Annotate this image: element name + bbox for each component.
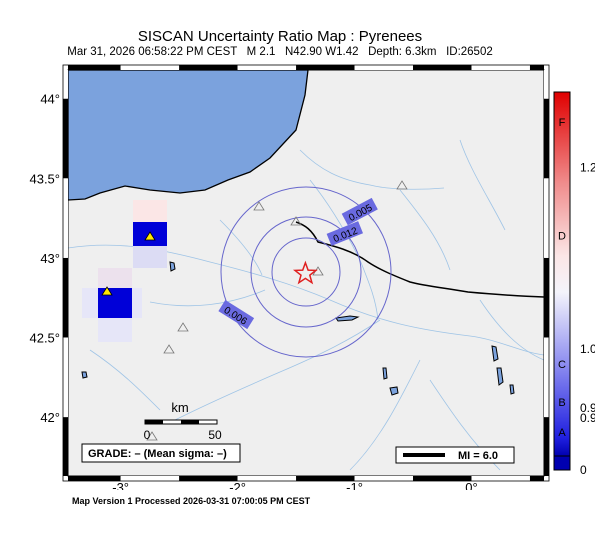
frame-tick bbox=[354, 476, 414, 481]
latitude-label: 42.5° bbox=[29, 330, 60, 345]
frame-tick bbox=[544, 98, 549, 179]
latitude-label: 44° bbox=[40, 92, 60, 107]
frame-tick bbox=[296, 476, 355, 481]
frame-tick bbox=[179, 476, 238, 481]
color-scale: F D C B A 1.2 1.0 0.9 0.9 0 bbox=[553, 91, 595, 477]
frame-tick bbox=[63, 417, 68, 476]
frame-tick bbox=[544, 178, 549, 258]
frame-tick bbox=[544, 337, 549, 418]
bay-of-biscay-ocean bbox=[68, 70, 309, 201]
scale-unit-label: km bbox=[171, 400, 188, 415]
station-triangle-icon bbox=[396, 180, 408, 190]
map-version-footer: Map Version 1 Processed 2026-03-31 07:00… bbox=[72, 496, 311, 506]
contour-label-box bbox=[341, 197, 378, 226]
latitude-labels: 44° 43.5° 43° 42.5° 42° bbox=[29, 92, 60, 425]
scale-bar: km 0 50 bbox=[144, 400, 222, 442]
frame-tick bbox=[354, 65, 414, 70]
grade-letter: A bbox=[558, 427, 566, 439]
station-triangle-icon bbox=[101, 286, 113, 296]
frame-tick bbox=[529, 65, 544, 70]
map-frame-ticks bbox=[62, 64, 550, 482]
color-scale-value: 1.0 bbox=[580, 342, 595, 356]
color-scale-value: 0.9 bbox=[580, 411, 595, 425]
frame-tick bbox=[63, 98, 68, 179]
epicenter-star-icon bbox=[292, 260, 318, 285]
frame-tick bbox=[529, 476, 544, 481]
event-subtitle: Mar 31, 2026 06:58:22 PM CEST M 2.1 N42.… bbox=[67, 46, 493, 58]
color-scale-value: 0.9 bbox=[580, 401, 595, 415]
frame-tick bbox=[471, 476, 530, 481]
scale-label: 50 bbox=[208, 428, 222, 442]
station-triangle-icon bbox=[163, 344, 175, 354]
contour-labels: 0.005 0.012 0.006 bbox=[218, 197, 378, 330]
grade-letter: F bbox=[559, 117, 566, 129]
frame-tick bbox=[63, 178, 68, 258]
uncertainty-map: 0.005 0.012 0.006 44° 43.5 bbox=[29, 64, 595, 490]
latitude-label: 43° bbox=[40, 251, 60, 266]
station-triangle-icon bbox=[146, 431, 158, 441]
station-triangle-icon bbox=[177, 322, 189, 332]
uncertainty-grid bbox=[82, 200, 167, 342]
scale-label: 0 bbox=[144, 428, 151, 442]
station-triangle-icon bbox=[253, 201, 265, 211]
frame-tick bbox=[120, 65, 180, 70]
longitude-label: 0° bbox=[465, 480, 477, 490]
frame-tick bbox=[237, 65, 297, 70]
rivers bbox=[68, 139, 544, 471]
grade-letter: D bbox=[558, 231, 566, 243]
frame-tick bbox=[68, 476, 121, 481]
frame-tick bbox=[413, 476, 472, 481]
latitude-label: 43.5° bbox=[29, 171, 60, 186]
frame-tick bbox=[296, 65, 355, 70]
grade-letter: B bbox=[558, 397, 565, 409]
latitude-label: 42° bbox=[40, 410, 60, 425]
longitude-label: -3° bbox=[112, 480, 129, 490]
longitude-labels: -3° -2° -1° 0° bbox=[112, 480, 477, 490]
grade-letter: C bbox=[558, 359, 566, 371]
frame-tick bbox=[413, 65, 472, 70]
color-scale-floor-box bbox=[553, 455, 571, 471]
grade-label: GRADE: – (Mean sigma: –) bbox=[88, 448, 227, 460]
contour-label-box bbox=[326, 221, 364, 246]
frame-tick bbox=[544, 417, 549, 476]
mmi-legend: MI = 6.0 bbox=[395, 446, 515, 464]
longitude-label: -2° bbox=[229, 480, 246, 490]
contour-label-box bbox=[218, 300, 255, 330]
frame-tick bbox=[63, 70, 68, 99]
frame-tick bbox=[471, 65, 530, 70]
reservoirs bbox=[81, 261, 515, 396]
longitude-label: -1° bbox=[346, 480, 363, 490]
frame-tick bbox=[68, 65, 121, 70]
frame-tick bbox=[63, 257, 68, 338]
frame-tick bbox=[544, 257, 549, 338]
frame-tick bbox=[179, 65, 238, 70]
frame-outline bbox=[62, 64, 550, 482]
frame-tick bbox=[120, 476, 180, 481]
color-scale-value: 0 bbox=[580, 463, 587, 477]
seismic-stations bbox=[101, 180, 408, 441]
grade-box: GRADE: – (Mean sigma: –) bbox=[81, 443, 241, 463]
station-triangle-icon bbox=[290, 216, 302, 226]
color-scale-value: 1.2 bbox=[580, 161, 595, 175]
frame-tick bbox=[63, 337, 68, 418]
frame-tick bbox=[237, 476, 297, 481]
station-triangle-icon bbox=[144, 231, 156, 241]
map-title: SISCAN Uncertainty Ratio Map : Pyrenees bbox=[137, 28, 423, 45]
frame-tick bbox=[544, 70, 549, 99]
contour-lines bbox=[220, 186, 392, 358]
mmi-label: MI = 6.0 bbox=[458, 450, 498, 462]
